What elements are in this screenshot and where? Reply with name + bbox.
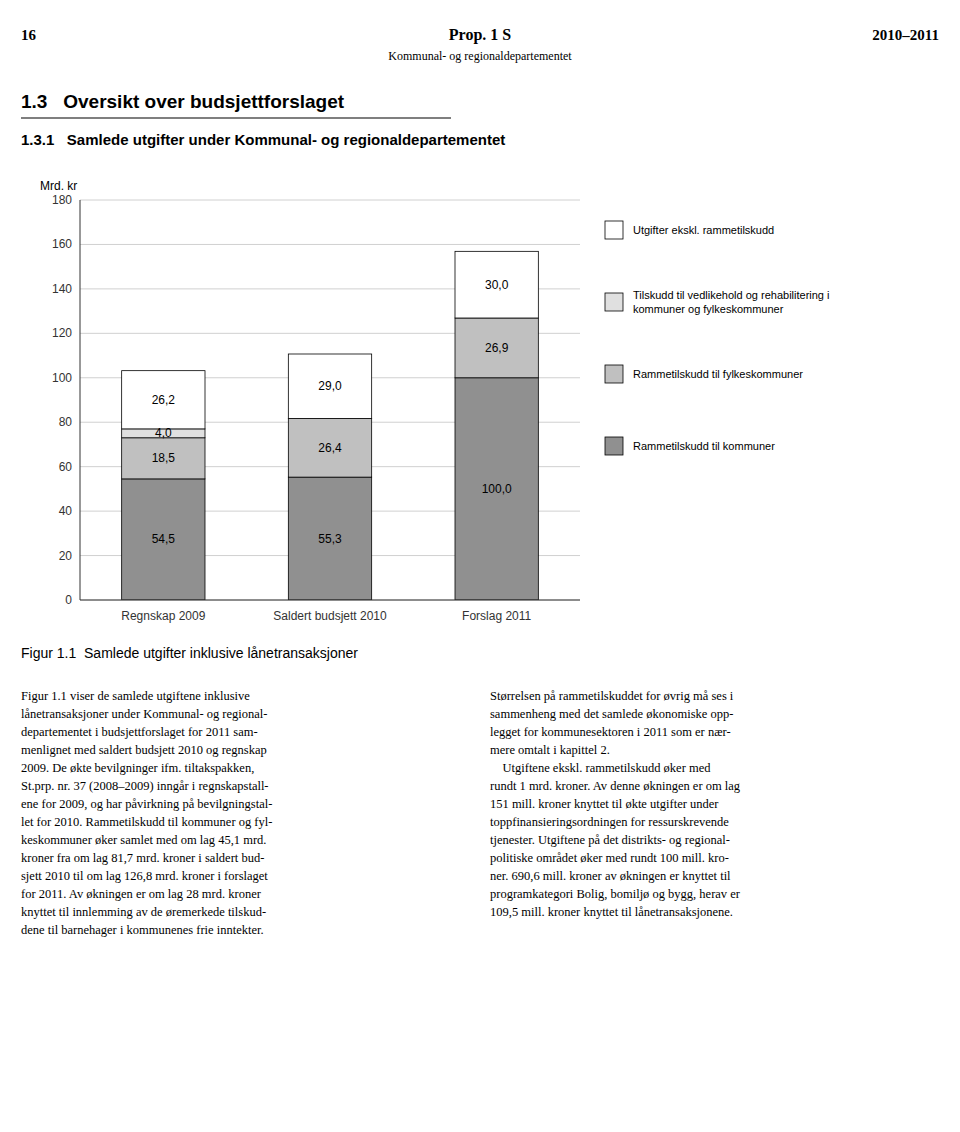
legend-label: Tilskudd til vedlikehold og rehabiliteri… [633, 289, 829, 315]
y-tick-label: 120 [52, 326, 72, 340]
legend-swatch [605, 365, 623, 383]
text-line: Størrelsen på rammetilskuddet for øvrig … [490, 689, 734, 703]
text-line: kommuner og fylkeskommuner [633, 303, 784, 315]
y-tick-label: 60 [59, 460, 73, 474]
chart: Mrd. kr 0 20 40 60 80 100 120 140 160 180 54,5 18,5 4… [40, 179, 829, 623]
text-line: programkategori Bolig, bomiljø og bygg, … [490, 887, 741, 901]
text-line: Figur 1.1 viser de samlede utgiftene ink… [21, 689, 250, 703]
y-tick-label: 100 [52, 371, 72, 385]
data-label: 26,2 [152, 393, 176, 407]
data-label: 26,4 [318, 441, 342, 455]
data-labels: 54,5 18,5 4,0 26,2 55,3 26,4 29,0 100,0 26,9 30,0 [152, 278, 512, 547]
y-tick-label: 180 [52, 193, 72, 207]
text-line: mere omtalt i kapittel 2. [490, 743, 610, 757]
y-axis [80, 200, 81, 600]
data-label: 29,0 [318, 379, 342, 393]
text-line: kroner fra om lag 81,7 mrd. kroner i sal… [21, 851, 264, 865]
bar-segment [288, 418, 371, 477]
data-label: 4,0 [155, 426, 172, 440]
grid-line [80, 200, 580, 201]
legend-swatch [605, 293, 623, 311]
page: 16 Prop. 1 S 2010–2011 Kommunal- og regiona… [0, 0, 960, 1132]
text-line: departementet i budsjettforslaget for 20… [21, 725, 258, 739]
legend-label: Rammetilskudd til fylkeskommuner [633, 368, 803, 380]
text-line: 151 mill. kroner knyttet til økte utgift… [490, 797, 719, 811]
bar-segment [455, 251, 538, 318]
y-tick-label: 20 [59, 549, 73, 563]
grid-line [80, 600, 580, 601]
subheading: 1.3.1 Samlede utgifter under Kommunal- o… [21, 131, 505, 148]
heading: 1.3 Oversikt over budsjettforslaget [21, 91, 345, 112]
y-label: Mrd. kr [40, 179, 77, 193]
text-line: ner. 690,6 mill. kroner av økningen er k… [490, 869, 731, 883]
x-tick-label: Saldert budsjett 2010 [273, 609, 387, 623]
text-line: 2009. De økte bevilgninger ifm. tiltaksp… [21, 761, 254, 775]
y-tick-label: 160 [52, 237, 72, 251]
text-line: toppfinansieringsordningen for ressurskr… [490, 815, 729, 829]
text-line: ene for 2009, og har påvirkning på bevil… [21, 797, 272, 811]
legend-swatch [605, 221, 623, 239]
text-line: St.prp. nr. 37 (2008–2009) inngår i regn… [21, 779, 269, 793]
y-tick-label: 140 [52, 282, 72, 296]
text-line: dene til barnehager i kommunenes frie in… [21, 923, 264, 937]
year: 2010–2011 [872, 27, 939, 43]
data-label: 30,0 [485, 278, 509, 292]
text-line: for 2011. Av økningen er om lag 28 mrd. … [21, 887, 262, 901]
legend: Utgifter ekskl. rammetilskudd Tilskudd ti… [605, 221, 829, 455]
legend-label: Utgifter ekskl. rammetilskudd [633, 224, 774, 236]
text-line: keskommuner øker samlet med om lag 45,1 … [21, 833, 266, 847]
running-subtitle: Kommunal- og regionaldepartementet [388, 49, 572, 63]
data-label: 54,5 [152, 532, 176, 546]
bar-segment [122, 479, 205, 600]
body-text-left: Figur 1.1 viser de samlede utgiftene ink… [21, 689, 272, 937]
text-line: 109,5 mill. kroner knyttet til lånetrans… [490, 905, 733, 919]
running-title: Prop. 1 S [449, 26, 511, 44]
x-axis [80, 600, 580, 601]
bar-segment [288, 354, 371, 418]
text-line: knyttet til innlemming av de øremerkede … [21, 905, 266, 919]
text-line: Utgifter ekskl. rammetilskudd [633, 224, 774, 236]
text-line: legget for kommunesektoren i 2011 som er… [490, 725, 731, 739]
data-label: 18,5 [152, 451, 176, 465]
text-line: rundt 1 mrd. kroner. Av denne økningen e… [490, 779, 741, 793]
grid-line [80, 244, 580, 245]
y-tick-label: 80 [59, 415, 73, 429]
text-line: menlignet med saldert budsjett 2010 og r… [21, 743, 267, 757]
text-line: lånetransaksjoner under Kommunal- og reg… [21, 707, 267, 721]
legend-label: Rammetilskudd til kommuner [633, 440, 775, 452]
data-label: 100,0 [482, 482, 512, 496]
text-line: Rammetilskudd til kommuner [633, 440, 775, 452]
y-tick-label: 0 [65, 593, 72, 607]
text-line: Rammetilskudd til fylkeskommuner [633, 368, 803, 380]
bar-segment [455, 378, 538, 600]
text-line: Tilskudd til vedlikehold og rehabiliteri… [633, 289, 829, 301]
heading-rule [21, 117, 451, 118]
x-tick-label: Regnskap 2009 [121, 609, 205, 623]
page-number: 16 [21, 27, 37, 43]
legend-swatch [605, 437, 623, 455]
text-line: sammenheng med det samlede økonomiske op… [490, 707, 733, 721]
bar-segment [122, 371, 205, 429]
text-line: sjett 2010 til om lag 126,8 mrd. kroner … [21, 869, 268, 883]
body-text-right: Størrelsen på rammetilskuddet for øvrig … [490, 689, 741, 919]
text-line: Utgiftene ekskl. rammetilskudd øker med [490, 761, 711, 775]
text-line: politiske området øker med rundt 100 mil… [490, 851, 729, 865]
bar-segment [455, 318, 538, 378]
x-tick-label: Forslag 2011 [462, 609, 531, 623]
bars [122, 251, 539, 600]
text-line: let for 2010. Rammetilskudd til kommuner… [21, 815, 272, 829]
bar-segment [288, 477, 371, 600]
figure-caption: Figur 1.1 Samlede utgifter inklusive lån… [21, 645, 358, 661]
data-label: 26,9 [485, 341, 509, 355]
y-tick-label: 40 [59, 504, 73, 518]
data-label: 55,3 [318, 532, 342, 546]
bar-segment [122, 438, 205, 479]
text-line: tjenester. Utgiftene på det distrikts- o… [490, 833, 730, 847]
